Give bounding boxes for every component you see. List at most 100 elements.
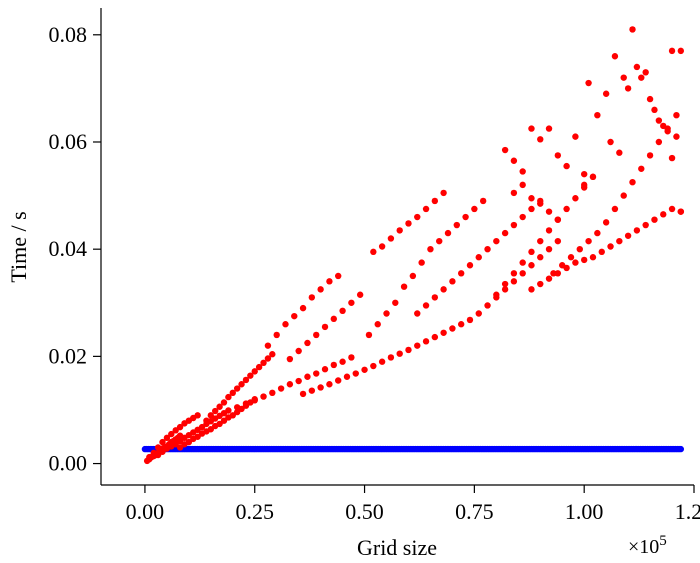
red-series-point [242, 400, 250, 407]
red-series-point [440, 286, 447, 293]
red-series-point [251, 368, 258, 375]
x-tick-label: 0.50 [345, 499, 384, 524]
red-series-point [370, 248, 377, 256]
red-series-point [572, 195, 579, 202]
red-series-point [646, 152, 654, 159]
red-series-point [295, 377, 302, 385]
red-series-point [317, 384, 324, 391]
red-series-point [537, 136, 544, 143]
red-series-point [519, 181, 526, 189]
red-series-point [563, 205, 570, 213]
y-tick-label: 0.04 [49, 236, 88, 261]
red-series-point [154, 451, 162, 459]
red-series-point [475, 254, 482, 261]
red-series-point [286, 355, 294, 363]
red-series-point [370, 362, 377, 370]
red-series-point [163, 434, 171, 442]
red-series-point [572, 133, 579, 140]
red-series-point [668, 154, 676, 162]
red-series-point [479, 197, 487, 205]
red-series-point [159, 448, 166, 455]
red-series-point [559, 262, 566, 269]
red-series-point [620, 192, 627, 199]
red-series-point [326, 278, 333, 285]
red-series-point [383, 310, 390, 317]
red-series-point [356, 291, 364, 298]
red-series-point [457, 321, 465, 328]
axes-layer [93, 8, 695, 493]
x-axis-multiplier-exponent: 5 [659, 533, 667, 549]
red-series-point [317, 286, 324, 293]
red-series-point [233, 404, 241, 411]
red-series-point [453, 221, 460, 229]
red-series-point [585, 237, 592, 245]
red-series-point [194, 412, 201, 419]
red-series-point [598, 248, 605, 256]
red-series-point [528, 195, 535, 202]
red-series-point [339, 307, 346, 315]
red-series-point [528, 262, 535, 269]
red-series-point [247, 372, 254, 379]
red-series-point [554, 216, 562, 223]
red-series-point [629, 178, 636, 186]
red-series-point [545, 275, 553, 282]
red-series-point [203, 417, 210, 424]
red-series-point [528, 205, 535, 213]
red-series-point [172, 441, 179, 448]
red-series-point [607, 138, 614, 146]
red-series-point [414, 213, 421, 221]
red-series-point [537, 254, 544, 261]
red-series-point [611, 53, 619, 60]
red-series-point [264, 355, 272, 362]
red-series-point [572, 259, 579, 266]
red-series-point [602, 90, 610, 97]
red-series-point [422, 302, 430, 309]
red-series-point [361, 366, 368, 373]
red-series-point [216, 420, 223, 428]
red-series-point [624, 85, 632, 92]
red-series-point [414, 342, 421, 349]
red-series-point [159, 438, 166, 446]
red-series-point [225, 393, 232, 401]
red-series-point [378, 243, 386, 250]
red-series-point [545, 125, 553, 132]
red-series-point [545, 227, 553, 234]
red-series-point [396, 227, 403, 234]
red-series-point [313, 370, 320, 377]
red-series-point [519, 168, 526, 175]
red-series-point [168, 430, 175, 438]
red-series-point [677, 47, 685, 55]
red-series-point [668, 205, 676, 213]
y-tick-label: 0.06 [49, 129, 88, 154]
red-series-point [348, 354, 355, 361]
red-series-point [594, 229, 601, 237]
red-series-point [567, 254, 575, 261]
red-series-point [422, 205, 430, 213]
red-series-point [321, 323, 329, 331]
red-series-point [528, 286, 535, 293]
red-series-point [260, 393, 267, 400]
red-series-point [405, 346, 412, 354]
red-series-point [466, 262, 474, 269]
red-series-point [352, 370, 359, 377]
x-tick-label: 1.00 [565, 499, 604, 524]
red-series-point [528, 248, 535, 256]
red-series-point [396, 350, 403, 357]
red-series-point [677, 208, 685, 215]
red-series-point [633, 227, 641, 234]
red-series-point [501, 286, 509, 293]
red-series-point [624, 232, 632, 239]
red-series-point [304, 339, 311, 347]
red-series-point [440, 189, 447, 197]
red-series-point [633, 63, 641, 71]
blue-series-point [677, 445, 685, 453]
red-series-point [493, 291, 500, 298]
red-series-point [335, 377, 342, 384]
red-series-point [229, 412, 236, 419]
red-series-point [339, 358, 346, 365]
y-axis-title: Time / s [6, 211, 31, 282]
red-series-point [308, 294, 316, 301]
red-series-point [580, 170, 588, 178]
